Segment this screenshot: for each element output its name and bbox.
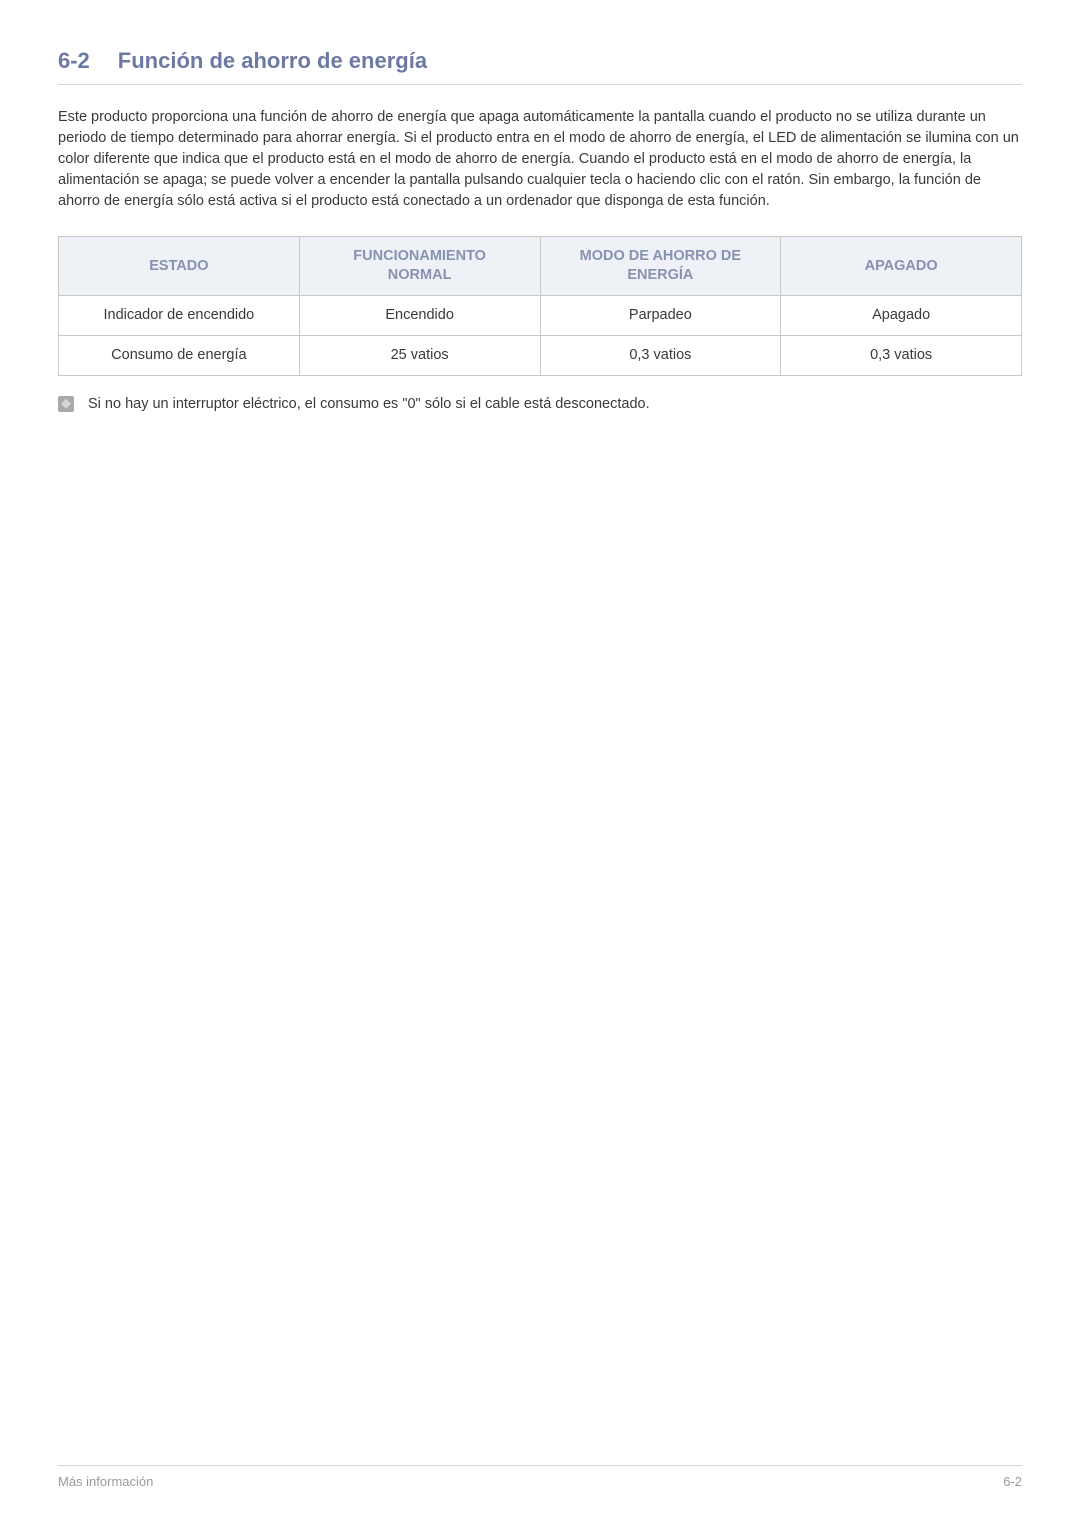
note-text: Si no hay un interruptor eléctrico, el c… [88, 396, 650, 412]
col-header-1: FUNCIONAMIENTONORMAL [299, 237, 540, 296]
cell: 25 vatios [299, 335, 540, 375]
cell: Apagado [781, 295, 1022, 335]
cell: 0,3 vatios [781, 335, 1022, 375]
note-icon [58, 396, 74, 412]
intro-paragraph: Este producto proporciona una función de… [58, 107, 1022, 212]
col-header-0: ESTADO [59, 237, 300, 296]
power-table: ESTADO FUNCIONAMIENTONORMAL MODO DE AHOR… [58, 236, 1022, 376]
page-footer: Más información 6-2 [58, 1465, 1022, 1489]
footer-left: Más información [58, 1474, 153, 1489]
footer-right: 6-2 [1003, 1474, 1022, 1489]
col-header-3: APAGADO [781, 237, 1022, 296]
col-header-2: MODO DE AHORRO DEENERGÍA [540, 237, 781, 296]
cell: 0,3 vatios [540, 335, 781, 375]
table-row: Indicador de encendido Encendido Parpade… [59, 295, 1022, 335]
note-block: Si no hay un interruptor eléctrico, el c… [58, 396, 1022, 412]
cell: Indicador de encendido [59, 295, 300, 335]
section-heading: 6-2 Función de ahorro de energía [58, 48, 1022, 85]
table-row: Consumo de energía 25 vatios 0,3 vatios … [59, 335, 1022, 375]
heading-number: 6-2 [58, 48, 90, 74]
heading-title: Función de ahorro de energía [118, 48, 427, 74]
cell: Parpadeo [540, 295, 781, 335]
cell: Consumo de energía [59, 335, 300, 375]
cell: Encendido [299, 295, 540, 335]
